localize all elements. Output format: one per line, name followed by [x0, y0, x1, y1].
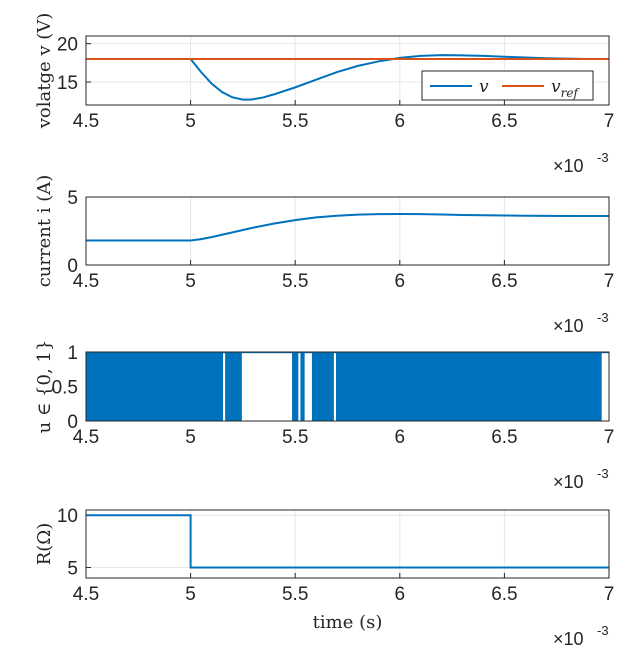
switching-gap: [241, 353, 293, 421]
y-axis-label: current i (A): [34, 175, 55, 288]
series-line-v: [86, 54, 609, 101]
switching-gap: [304, 353, 312, 421]
x-tick-label: 6.5: [491, 584, 517, 605]
y-tick-label: 5: [67, 188, 78, 209]
x-multiplier-exponent: -3: [597, 310, 609, 325]
x-tick-label: 4.5: [73, 111, 99, 132]
axes-frame: [85, 509, 610, 579]
switching-gap: [601, 353, 609, 421]
data-layer: [86, 514, 609, 569]
x-tick-label: 5: [185, 271, 196, 292]
x-tick-label: 6.5: [491, 271, 517, 292]
x-tick-label: 7: [604, 271, 615, 292]
legend: v vref: [421, 70, 594, 101]
panel-3: 4.5 5 5.5 6 6.5 7 0 0.5 1 u ∈ {0, 1} ×10 -3: [34, 340, 614, 492]
axes-frame: [85, 35, 610, 106]
x-tick-label: 5.5: [282, 111, 308, 132]
y-tick-label: 15: [57, 73, 78, 94]
switching-gap: [223, 353, 226, 421]
axes-frame: [85, 196, 610, 266]
data-layer: [86, 352, 609, 421]
y-axis-label: volatge v (V): [34, 13, 55, 130]
data-layer: [86, 212, 609, 242]
x-tick-label: 4.5: [73, 584, 99, 605]
x-multiplier: ×10: [553, 316, 584, 336]
x-multiplier: ×10: [553, 629, 584, 649]
panel-2: 4.5 5 5.5 6 6.5 7 0 5 current i (A) ×10 -3: [34, 175, 614, 336]
x-tick-label: 4.5: [73, 271, 99, 292]
x-tick-label: 5: [185, 584, 196, 605]
x-tick-label: 5.5: [282, 271, 308, 292]
x-tick-label: 6: [395, 271, 406, 292]
y-tick-label: 1: [67, 343, 78, 364]
x-tick-label: 7: [604, 584, 615, 605]
x-axis-label: time (s): [313, 612, 383, 633]
x-tick-label: 6: [395, 111, 406, 132]
panel-4: 4.5 5 5.5 6 6.5 7 5 10R(Ω) time (s) ×10 -3: [34, 506, 614, 649]
x-multiplier-exponent: -3: [597, 150, 609, 165]
series-line-series0: [86, 514, 609, 569]
x-multiplier-exponent: -3: [597, 466, 609, 481]
x-tick-label: 4.5: [73, 427, 99, 448]
y-axis-label: R(Ω): [34, 523, 55, 566]
y-tick-label: 0: [67, 412, 78, 433]
y-tick-label: 10: [57, 506, 78, 527]
x-tick-label: 5: [185, 427, 196, 448]
axes-frame: [85, 351, 610, 422]
legend-label: v: [479, 77, 489, 97]
x-tick-label: 5.5: [282, 427, 308, 448]
x-multiplier: ×10: [553, 472, 584, 492]
y-tick-label: 20: [57, 35, 78, 56]
x-tick-label: 6: [395, 584, 406, 605]
switching-signal-band: [86, 352, 609, 421]
y-tick-label: 0.5: [52, 378, 78, 399]
x-tick-label: 6.5: [491, 427, 517, 448]
x-tick-label: 6.5: [491, 111, 517, 132]
x-multiplier: ×10: [553, 156, 584, 176]
plot-area: [86, 197, 609, 265]
x-tick-label: 5: [185, 111, 196, 132]
x-multiplier-exponent: -3: [597, 623, 609, 638]
y-tick-label: 5: [67, 559, 78, 580]
series-line-series0: [86, 212, 609, 242]
switching-gap: [298, 353, 301, 421]
y-tick-label: 0: [67, 256, 78, 277]
data-layer: [86, 54, 609, 101]
x-tick-label: 7: [604, 111, 615, 132]
y-axis-label: u ∈ {0, 1}: [34, 340, 55, 434]
switching-gap: [333, 353, 336, 421]
x-tick-label: 5.5: [282, 584, 308, 605]
x-tick-label: 7: [604, 427, 615, 448]
x-tick-label: 6: [395, 427, 406, 448]
